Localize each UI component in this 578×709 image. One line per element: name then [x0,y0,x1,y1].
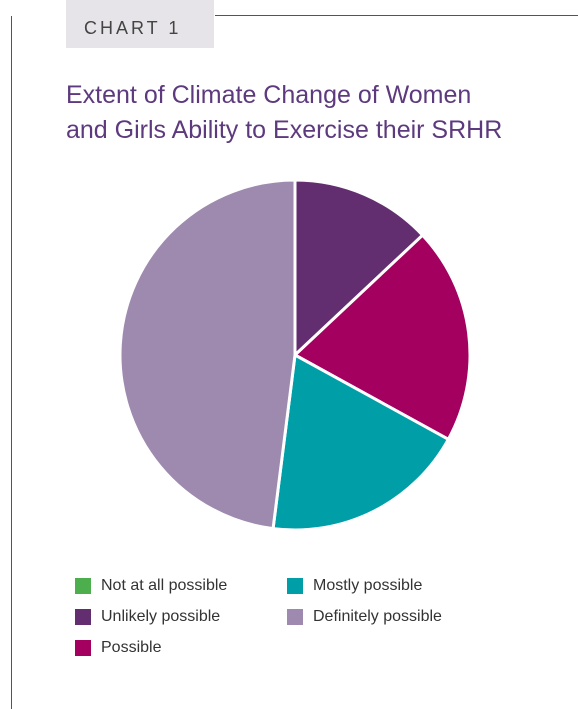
legend-item-unlikely-possible: Unlikely possible [75,608,220,626]
legend-label-definitely-possible: Definitely possible [313,608,442,625]
legend-label-possible: Possible [101,639,162,656]
legend-label-unlikely-possible: Unlikely possible [101,608,221,625]
legend-swatch-unlikely-possible [75,609,91,625]
pie-slice-definitely-possible [118,178,297,531]
legend-item-definitely-possible: Definitely possible [287,608,442,626]
legend-swatch-mostly-possible [287,578,303,594]
chart-number-label: CHART 1 [66,0,214,48]
legend-label-mostly-possible: Mostly possible [313,577,423,594]
pie-chart [118,178,472,532]
legend-item-possible: Possible [75,639,161,657]
legend-item-not-at-all-possible: Not at all possible [75,577,227,595]
pie-slice-unlikely-possible [293,178,425,357]
frame-left-border [11,16,12,709]
chart-title-line-2: and Girls Ability to Exercise their SRHR [66,116,503,144]
chart-title: Extent of Climate Change of Women and Gi… [66,78,566,148]
legend-swatch-possible [75,640,91,656]
legend-label-not-at-all-possible: Not at all possible [101,577,228,594]
pie-slice-mostly-possible [271,353,450,532]
chart-title-line-1: Extent of Climate Change of Women [66,81,472,109]
legend-swatch-definitely-possible [287,609,303,625]
legend-swatch-not-at-all-possible [75,578,91,594]
pie-slice-possible [293,233,472,441]
legend-item-mostly-possible: Mostly possible [287,577,422,595]
frame-top-border [215,15,578,16]
